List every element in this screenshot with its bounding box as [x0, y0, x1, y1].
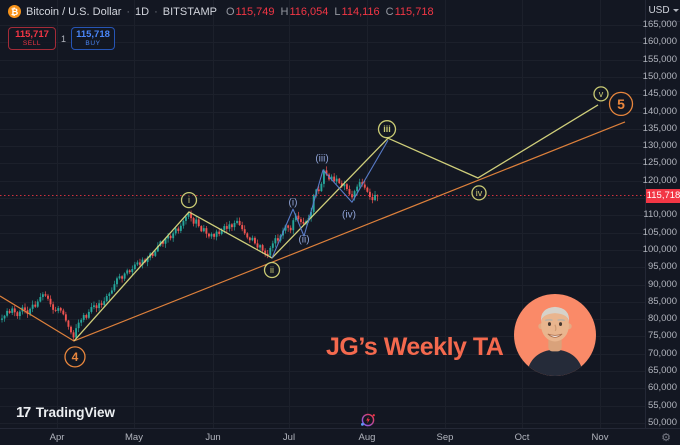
price-tick-label: 155,000	[642, 53, 677, 65]
svg-text:i: i	[188, 195, 190, 205]
price-tick-label: 50,000	[647, 417, 677, 428]
price-tick-label: 150,000	[642, 70, 677, 82]
sub-wave-label-(ii): (ii)	[298, 234, 309, 245]
symbol-legend[interactable]: ₿ Bitcoin / U.S. Dollar · 1D · BITSTAMP …	[8, 5, 434, 18]
price-axis[interactable]: USD 165,000 160,000 155,000 150,000 145,000 1…	[642, 0, 680, 428]
price-tick-label: 125,000	[642, 157, 677, 169]
time-tick-label-apr: Apr	[49, 432, 65, 443]
price-tick-label: 80,000	[647, 313, 677, 325]
price-tick-label: 105,000	[642, 226, 677, 238]
close-value: 115,718	[394, 5, 434, 18]
time-tick-label-nov: Nov	[591, 432, 609, 443]
price-tick-label: 85,000	[647, 295, 677, 307]
sub-wave-label-(iv): (iv)	[342, 210, 356, 221]
low-value: 114,116	[341, 5, 380, 18]
price-tick-label: 95,000	[647, 261, 677, 273]
svg-text:5: 5	[617, 96, 625, 112]
time-tick-label-may: May	[125, 432, 143, 443]
wave-marker-4: 4	[64, 346, 86, 368]
price-tick-label: 160,000	[642, 36, 677, 48]
time-tick-label-jun: Jun	[205, 432, 221, 443]
event-marker-icon[interactable]	[360, 412, 376, 428]
price-tick-label: 135,000	[642, 122, 677, 134]
price-tick-label: 110,000	[643, 209, 677, 221]
buy-price: 115,718	[76, 28, 110, 40]
tradingview-logo[interactable]: 17 TradingView	[16, 404, 115, 421]
svg-text:4: 4	[72, 350, 79, 364]
svg-text:ii: ii	[270, 265, 274, 275]
support-trendline-4-to-5	[73, 121, 626, 342]
avatar	[514, 294, 596, 376]
legend-separator: ·	[154, 5, 158, 18]
price-tick-label: 145,000	[642, 88, 677, 100]
price-tick-label: 140,000	[642, 105, 677, 117]
time-tick-label-aug: Aug	[358, 432, 376, 443]
sub-wave-label-(i): (i)	[289, 198, 298, 209]
wave-marker-i: i	[180, 191, 198, 209]
price-tick-label: 100,000	[642, 243, 677, 255]
last-price-badge: 115,718	[646, 188, 680, 203]
buy-button[interactable]: 115,718 BUY	[71, 27, 116, 50]
tradingview-logo-mark: 17	[16, 404, 31, 421]
svg-text:iii: iii	[383, 124, 391, 134]
tradingview-logo-text: TradingView	[35, 405, 115, 420]
primary-wave-path	[73, 104, 599, 342]
price-tick-label: 55,000	[647, 399, 677, 411]
price-tick-label: 120,000	[642, 174, 677, 186]
price-tick-label: 70,000	[647, 347, 677, 359]
wave-marker-iii: iii	[377, 120, 397, 139]
legend-separator: ·	[126, 5, 131, 18]
svg-text:iv: iv	[476, 188, 483, 198]
sticker-title: JG’s Weekly TA	[326, 333, 504, 361]
price-tick-label: 75,000	[647, 330, 677, 342]
open-value: 115,749	[235, 5, 275, 18]
chevron-down-icon	[672, 9, 679, 12]
wave-marker-v: v	[593, 86, 609, 102]
sub-wave-path	[271, 139, 389, 259]
sell-price: 115,717	[15, 28, 49, 40]
bitcoin-icon: ₿	[8, 5, 21, 18]
time-tick-label-oct: Oct	[514, 432, 530, 443]
wave-marker-iv: iv	[471, 185, 487, 201]
sub-wave-label-(iii): (iii)	[315, 153, 328, 164]
time-tick-label-jul: Jul	[282, 432, 296, 443]
wave-marker-ii: ii	[263, 261, 281, 279]
gear-icon[interactable]: ⚙	[661, 432, 671, 444]
ohlc-values: O115,749 H116,054 L114,116 C115,718	[225, 5, 434, 18]
exchange-label: BITSTAMP	[162, 5, 217, 18]
time-tick-label-sep: Sep	[436, 432, 454, 443]
price-tick-label: 90,000	[647, 278, 677, 290]
wave-marker-5: 5	[608, 91, 634, 117]
sell-button[interactable]: 115,717 SELL	[8, 27, 56, 50]
price-tick-label: 65,000	[647, 365, 677, 377]
time-axis[interactable]: Apr May Jun Jul Aug Sep Oct Nov ⚙	[0, 428, 680, 445]
price-tick-label: 60,000	[647, 382, 677, 394]
trade-panel: 115,717 SELL 1 115,718 BUY	[8, 27, 116, 50]
price-tick-label: 165,000	[642, 19, 677, 30]
high-value: 116,054	[289, 5, 329, 18]
symbol-name: Bitcoin / U.S. Dollar	[26, 5, 122, 18]
price-tick-label: 130,000	[642, 140, 677, 152]
quantity-value[interactable]: 1	[61, 33, 67, 44]
timeframe-label[interactable]: 1D	[135, 5, 150, 18]
descending-trendline	[0, 295, 75, 342]
currency-selector[interactable]: USD	[646, 0, 680, 22]
svg-text:v: v	[599, 89, 604, 99]
